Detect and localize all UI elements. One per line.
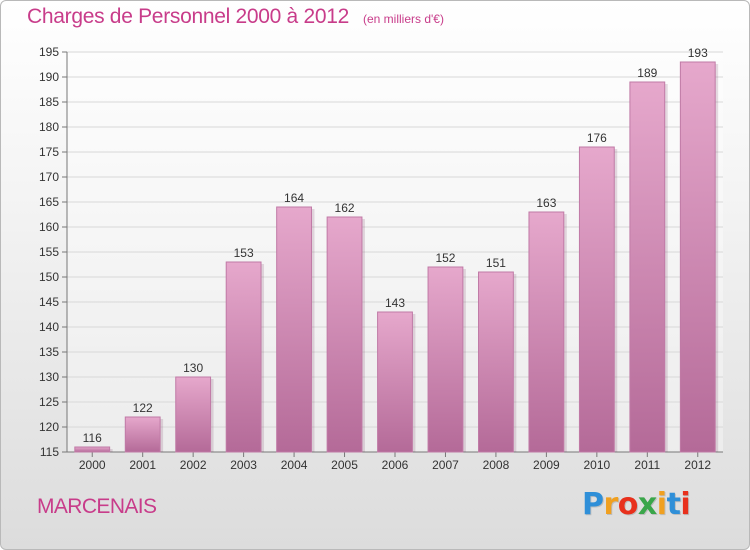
bar-2000 xyxy=(74,446,111,453)
data-label: 143 xyxy=(385,296,405,310)
x-tick-label: 2000 xyxy=(79,458,106,472)
data-labels: 116 122 130 153 164 162 143 152 151 163 176 189 193 xyxy=(83,46,708,445)
proxiti-logo: Proxiti xyxy=(582,487,691,522)
y-tick-label: 195 xyxy=(39,45,59,59)
y-tick-label: 140 xyxy=(39,320,59,334)
logo-letter: r xyxy=(603,487,619,522)
y-tick-label: 125 xyxy=(39,395,59,409)
data-label: 189 xyxy=(637,66,657,80)
y-tick-label: 180 xyxy=(39,120,59,134)
data-label: 176 xyxy=(587,131,607,145)
data-label: 116 xyxy=(83,431,102,445)
y-tick-label: 175 xyxy=(39,145,59,159)
logo-letter: t xyxy=(666,487,681,522)
chart-title: Charges de Personnel 2000 à 2012 (en mill… xyxy=(27,5,444,29)
y-tick-label: 185 xyxy=(39,95,59,109)
x-tick-label: 2003 xyxy=(230,458,257,472)
place-name: MARCENAIS xyxy=(37,495,157,518)
bar-2005 xyxy=(326,216,363,453)
bar-2001 xyxy=(124,416,161,453)
data-label: 164 xyxy=(284,191,304,205)
x-tick-label: 2011 xyxy=(634,458,660,472)
x-tick-label: 2005 xyxy=(331,458,358,472)
y-tick-label: 130 xyxy=(39,370,59,384)
y-tick-label: 150 xyxy=(39,270,59,284)
bar-2006 xyxy=(377,311,413,453)
chart-subtitle: (en milliers d'€) xyxy=(362,12,444,26)
bar-2012 xyxy=(679,61,716,453)
bar-2004 xyxy=(276,206,312,453)
x-tick-label: 2007 xyxy=(432,458,459,472)
x-tick-label: 2002 xyxy=(180,458,207,472)
logo-letter: P xyxy=(582,487,604,522)
bar-2008 xyxy=(478,271,514,453)
x-tick-label: 2004 xyxy=(281,458,308,472)
data-label: 130 xyxy=(183,361,203,375)
bar-2011 xyxy=(629,81,666,453)
y-tick-label: 160 xyxy=(39,220,59,234)
bar-2002 xyxy=(175,376,212,453)
data-label: 151 xyxy=(486,256,506,270)
data-label: 122 xyxy=(133,401,153,415)
x-tick-label: 2012 xyxy=(684,458,711,472)
data-label: 162 xyxy=(335,201,355,215)
x-tick-label: 2001 xyxy=(129,458,156,472)
logo-letter: o xyxy=(617,487,639,522)
data-label: 153 xyxy=(234,246,254,260)
y-tick-label: 165 xyxy=(39,195,59,209)
y-tick-label: 170 xyxy=(39,170,59,184)
logo-letter: i xyxy=(680,487,691,522)
bar-2009 xyxy=(528,211,565,453)
y-tick-label: 190 xyxy=(39,70,59,84)
y-tick-label: 115 xyxy=(40,445,59,459)
logo-letter: x xyxy=(637,487,657,522)
x-tick-label: 2009 xyxy=(533,458,560,472)
y-tick-label: 135 xyxy=(39,345,59,359)
x-tick-label: 2010 xyxy=(583,458,610,472)
logo-letter: i xyxy=(656,487,667,522)
data-label: 193 xyxy=(688,46,708,60)
y-tick-label: 120 xyxy=(39,420,59,434)
x-tick-label: 2008 xyxy=(483,458,510,472)
y-tick-label: 145 xyxy=(39,295,59,309)
bar-2010 xyxy=(578,146,615,453)
data-label: 152 xyxy=(435,251,455,265)
data-label: 163 xyxy=(536,196,556,210)
bar-2003 xyxy=(225,261,262,453)
chart-title-text: Charges de Personnel 2000 à 2012 xyxy=(27,5,349,28)
y-tick-label: 155 xyxy=(39,245,59,259)
bar-2007 xyxy=(427,266,464,453)
bars xyxy=(74,61,719,453)
x-tick-label: 2006 xyxy=(382,458,409,472)
